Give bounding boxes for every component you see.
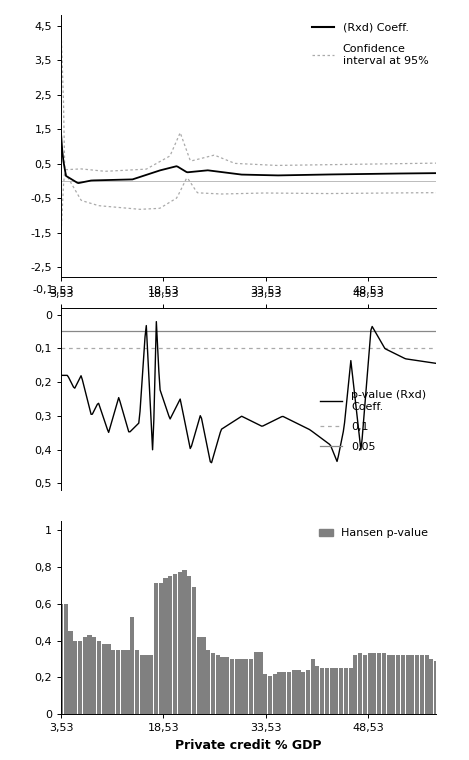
- Bar: [330, 668, 334, 714]
- Bar: [415, 655, 419, 714]
- Bar: [353, 655, 357, 714]
- Bar: [306, 670, 310, 714]
- Bar: [406, 655, 410, 714]
- Bar: [121, 650, 125, 714]
- Legend: (Rxd) Coeff., Confidence
interval at 95%: (Rxd) Coeff., Confidence interval at 95%: [307, 18, 433, 70]
- Bar: [254, 651, 258, 714]
- Bar: [234, 659, 239, 714]
- Bar: [410, 655, 415, 714]
- Bar: [187, 576, 191, 714]
- Bar: [363, 655, 367, 714]
- Bar: [73, 641, 77, 714]
- Bar: [87, 635, 91, 714]
- Bar: [310, 659, 315, 714]
- Bar: [106, 644, 111, 714]
- Bar: [301, 672, 305, 714]
- Bar: [144, 655, 149, 714]
- Bar: [78, 641, 82, 714]
- Bar: [92, 637, 96, 714]
- Bar: [348, 668, 353, 714]
- Bar: [140, 655, 144, 714]
- Bar: [225, 657, 229, 714]
- Bar: [68, 632, 73, 714]
- Bar: [244, 659, 248, 714]
- Bar: [277, 672, 281, 714]
- Bar: [197, 637, 201, 714]
- Bar: [282, 672, 286, 714]
- Bar: [287, 672, 291, 714]
- Bar: [116, 650, 120, 714]
- Bar: [420, 655, 424, 714]
- Bar: [192, 587, 196, 714]
- Bar: [401, 655, 405, 714]
- Bar: [206, 650, 210, 714]
- Bar: [249, 659, 253, 714]
- Bar: [149, 655, 153, 714]
- Bar: [83, 637, 87, 714]
- Bar: [296, 670, 301, 714]
- Bar: [382, 654, 386, 714]
- Bar: [59, 603, 63, 714]
- Bar: [372, 654, 377, 714]
- Bar: [201, 637, 205, 714]
- Bar: [386, 655, 391, 714]
- Bar: [163, 578, 167, 714]
- Bar: [182, 571, 187, 714]
- Bar: [272, 674, 277, 714]
- Bar: [368, 654, 372, 714]
- Bar: [211, 654, 215, 714]
- Bar: [154, 584, 158, 714]
- Bar: [159, 584, 163, 714]
- Bar: [64, 603, 68, 714]
- Bar: [130, 616, 134, 714]
- Bar: [358, 654, 362, 714]
- Bar: [268, 676, 272, 714]
- Bar: [125, 650, 129, 714]
- Bar: [220, 657, 225, 714]
- Bar: [344, 668, 348, 714]
- Bar: [377, 654, 381, 714]
- Bar: [173, 574, 177, 714]
- Legend: p-value (Rxd)
Coeff., 0,1, 0,05: p-value (Rxd) Coeff., 0,1, 0,05: [316, 385, 431, 456]
- Bar: [434, 661, 438, 714]
- Bar: [258, 651, 263, 714]
- Bar: [315, 667, 319, 714]
- Bar: [325, 668, 329, 714]
- Bar: [320, 668, 324, 714]
- Bar: [111, 650, 115, 714]
- Bar: [216, 655, 220, 714]
- Bar: [292, 670, 296, 714]
- Bar: [334, 668, 339, 714]
- Bar: [391, 655, 395, 714]
- Bar: [339, 668, 343, 714]
- Bar: [396, 655, 400, 714]
- Legend: Hansen p-value: Hansen p-value: [315, 524, 433, 543]
- Bar: [168, 576, 172, 714]
- Bar: [102, 644, 106, 714]
- Bar: [263, 674, 267, 714]
- Bar: [429, 659, 433, 714]
- Bar: [178, 572, 182, 714]
- Bar: [239, 659, 243, 714]
- Text: -0,1: -0,1: [32, 284, 53, 295]
- Bar: [230, 659, 234, 714]
- Bar: [135, 650, 139, 714]
- Bar: [97, 641, 101, 714]
- Bar: [424, 655, 429, 714]
- X-axis label: Private credit % GDP: Private credit % GDP: [175, 739, 322, 752]
